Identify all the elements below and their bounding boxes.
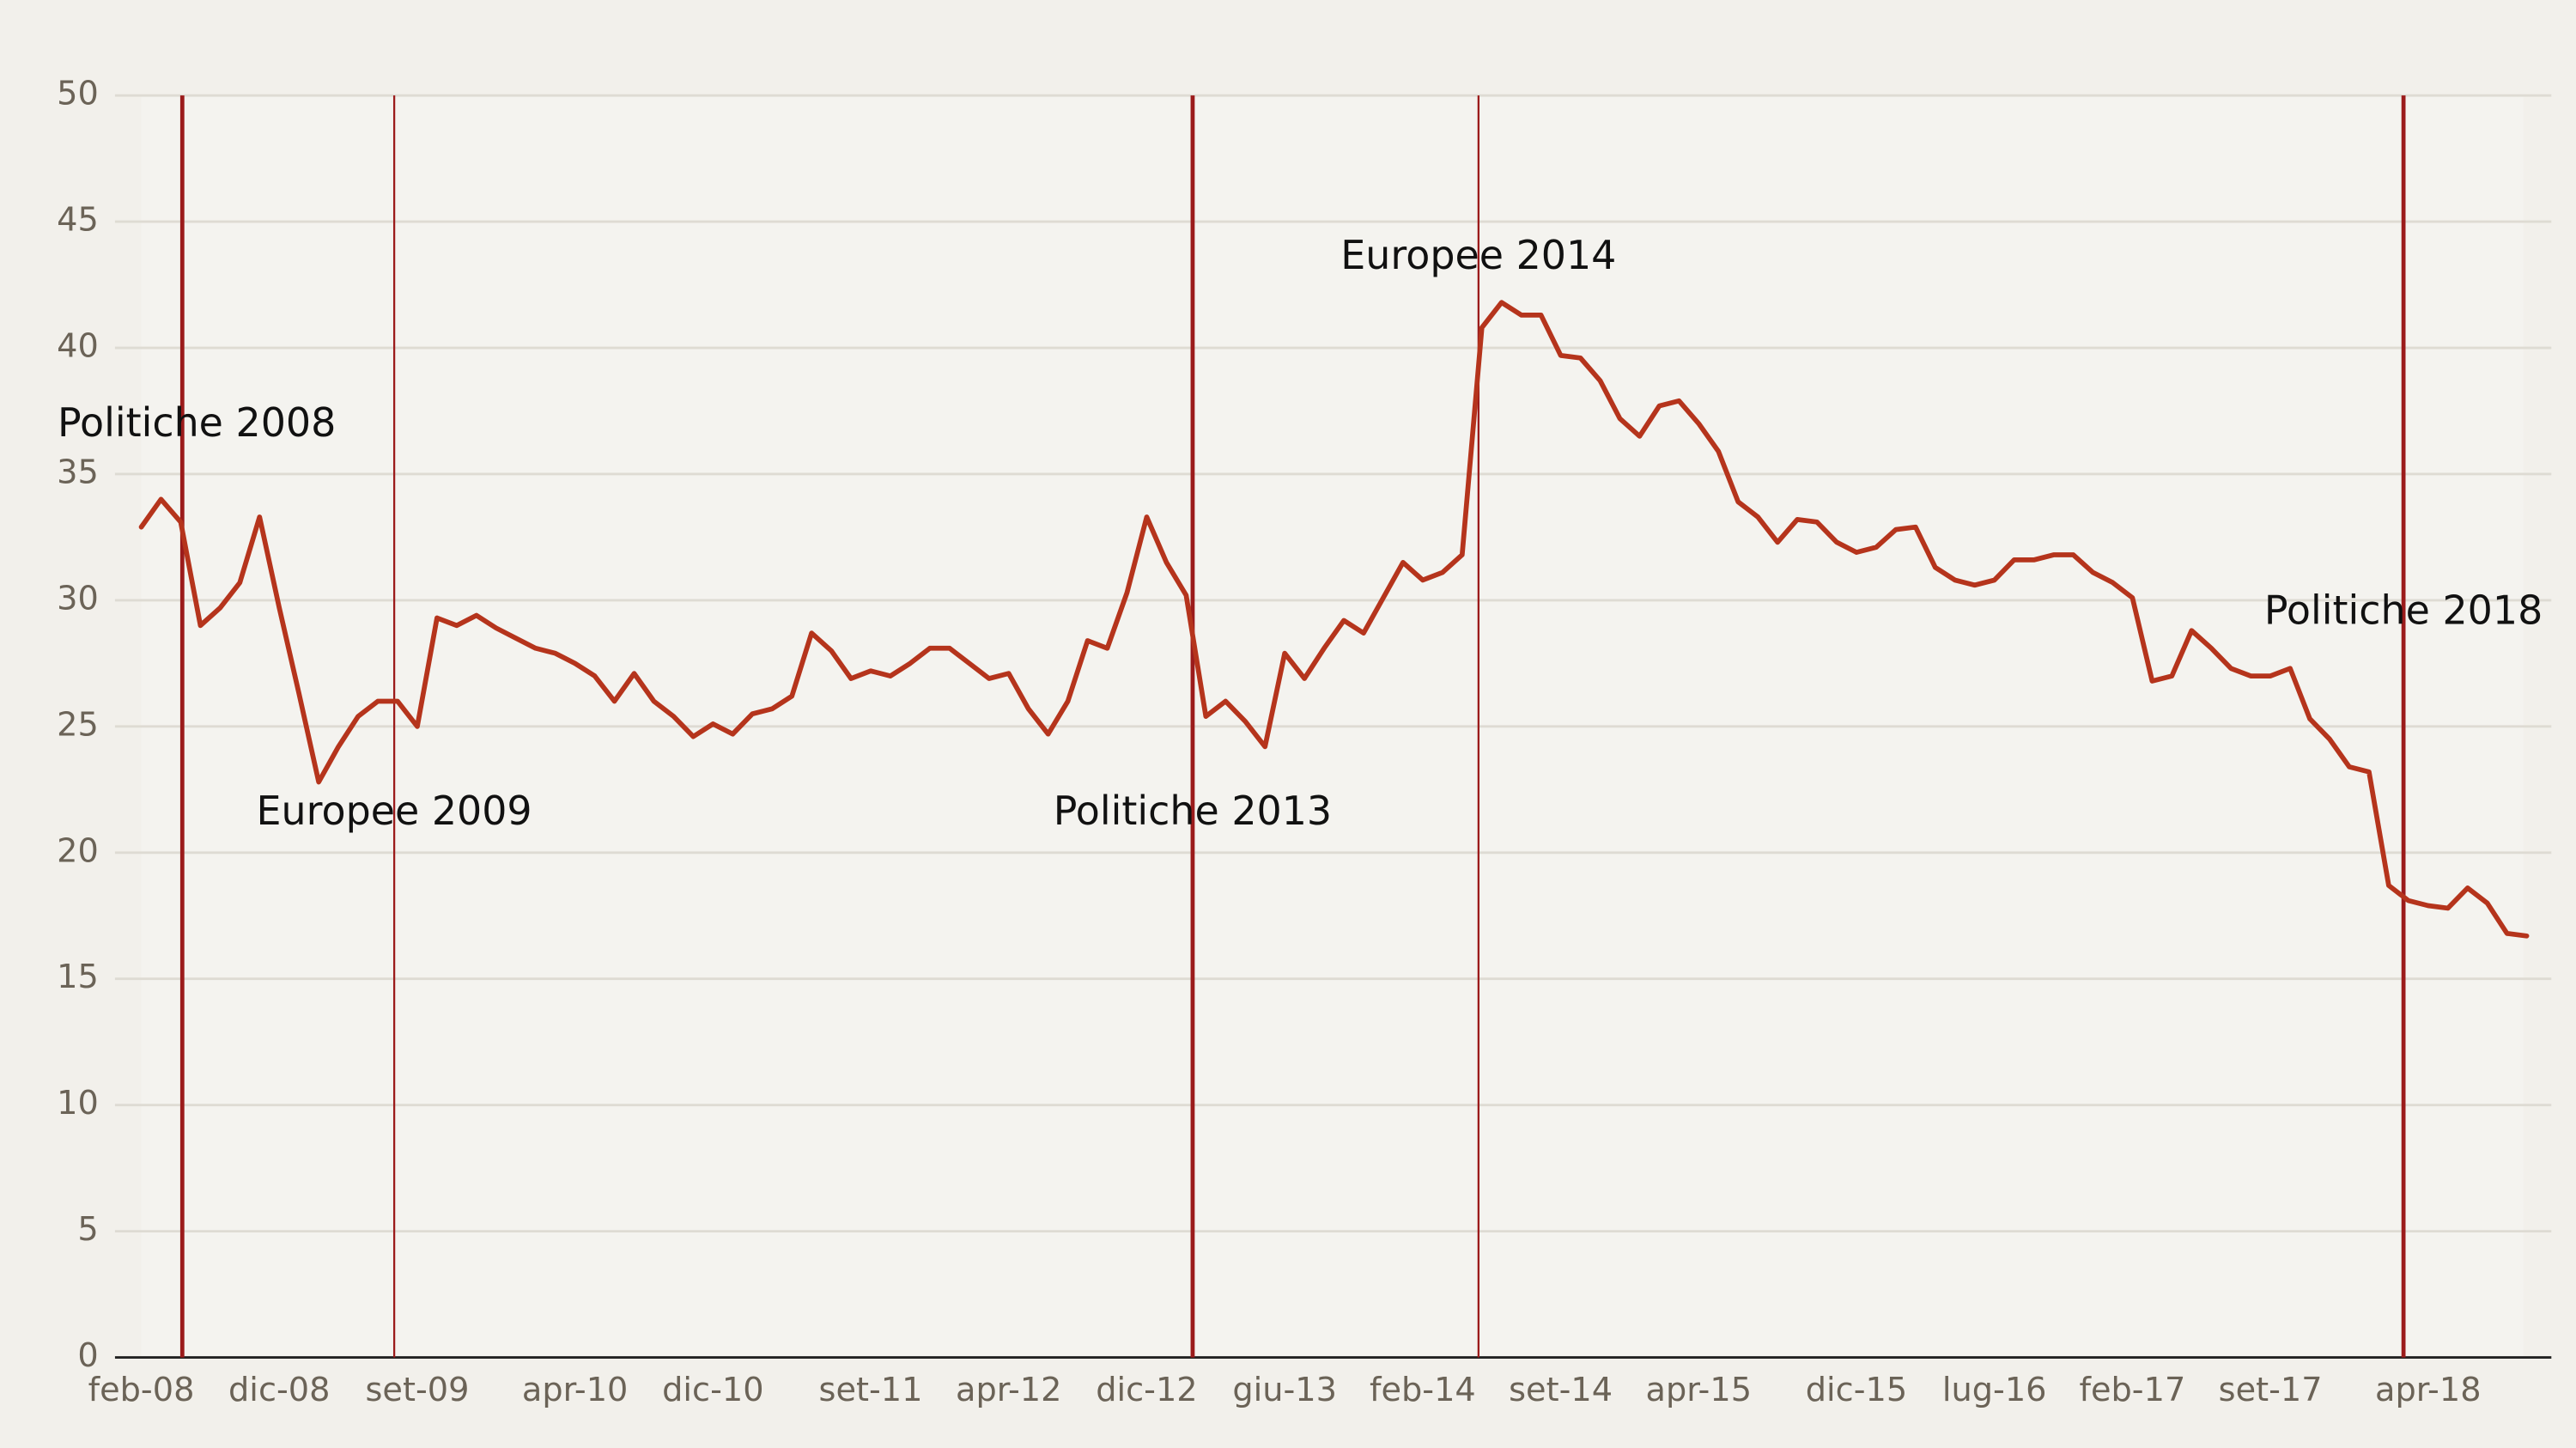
y-tick-label: 40 [57, 327, 99, 366]
y-tick-label: 30 [57, 579, 99, 618]
x-tick-label: lug-16 [1942, 1371, 2047, 1409]
x-tick-label: apr-15 [1646, 1371, 1752, 1409]
x-tick-label: apr-10 [522, 1371, 628, 1409]
y-tick-label: 45 [57, 201, 99, 240]
x-tick-label: set-09 [366, 1371, 470, 1409]
x-tick-label: apr-18 [2375, 1371, 2481, 1409]
y-tick-label: 0 [77, 1336, 98, 1375]
x-tick-label: feb-17 [2080, 1371, 2186, 1409]
event-label: Europee 2009 [257, 788, 532, 834]
event-label: Politiche 2013 [1054, 788, 1332, 834]
x-tick-label: giu-13 [1232, 1371, 1337, 1409]
x-tick-label: dic-08 [228, 1371, 330, 1409]
data-line [138, 300, 2530, 939]
x-tick-label: dic-15 [1806, 1371, 1907, 1409]
event-label: Politiche 2008 [58, 399, 336, 446]
x-tick-label: dic-10 [662, 1371, 763, 1409]
x-tick-label: feb-08 [88, 1371, 195, 1409]
event-label: Politiche 2018 [2264, 587, 2543, 633]
x-tick-label: set-11 [819, 1371, 923, 1409]
y-tick-label: 20 [57, 831, 99, 870]
y-tick-label: 5 [77, 1210, 98, 1249]
y-tick-label: 25 [57, 705, 99, 744]
x-tick-label: set-17 [2219, 1371, 2323, 1409]
x-tick-label: feb-14 [1370, 1371, 1476, 1409]
y-tick-label: 50 [57, 75, 99, 113]
x-tick-label: apr-12 [956, 1371, 1061, 1409]
y-tick-label: 15 [57, 958, 99, 996]
y-tick-label: 10 [57, 1084, 99, 1123]
x-tick-label: set-14 [1509, 1371, 1613, 1409]
y-tick-label: 35 [57, 453, 99, 491]
x-tick-label: dic-12 [1096, 1371, 1197, 1409]
event-label: Europee 2014 [1340, 232, 1616, 278]
